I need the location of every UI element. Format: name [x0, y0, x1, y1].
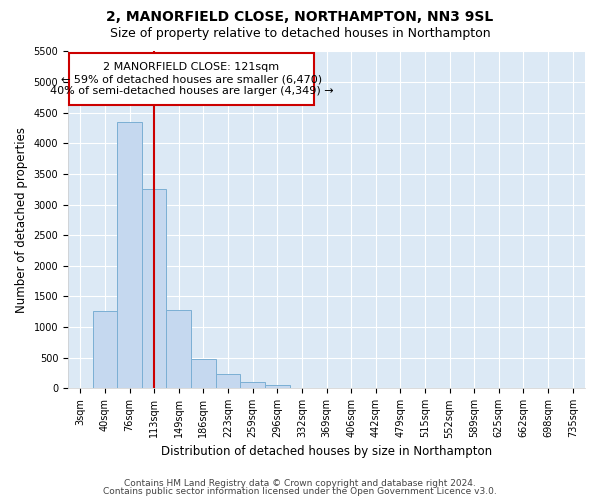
- Bar: [241, 382, 265, 388]
- FancyBboxPatch shape: [68, 54, 314, 105]
- Bar: [265, 384, 290, 388]
- Y-axis label: Number of detached properties: Number of detached properties: [15, 127, 28, 313]
- Text: 2 MANORFIELD CLOSE: 121sqm
← 59% of detached houses are smaller (6,470)
40% of s: 2 MANORFIELD CLOSE: 121sqm ← 59% of deta…: [50, 62, 333, 96]
- Text: 2, MANORFIELD CLOSE, NORTHAMPTON, NN3 9SL: 2, MANORFIELD CLOSE, NORTHAMPTON, NN3 9S…: [106, 10, 494, 24]
- Bar: [191, 359, 216, 388]
- Bar: [216, 374, 241, 388]
- Bar: [166, 310, 191, 388]
- Text: Contains public sector information licensed under the Open Government Licence v3: Contains public sector information licen…: [103, 487, 497, 496]
- X-axis label: Distribution of detached houses by size in Northampton: Distribution of detached houses by size …: [161, 444, 492, 458]
- Text: Contains HM Land Registry data © Crown copyright and database right 2024.: Contains HM Land Registry data © Crown c…: [124, 478, 476, 488]
- Bar: [117, 122, 142, 388]
- Text: Size of property relative to detached houses in Northampton: Size of property relative to detached ho…: [110, 28, 490, 40]
- Bar: [142, 190, 166, 388]
- Bar: [92, 310, 117, 388]
